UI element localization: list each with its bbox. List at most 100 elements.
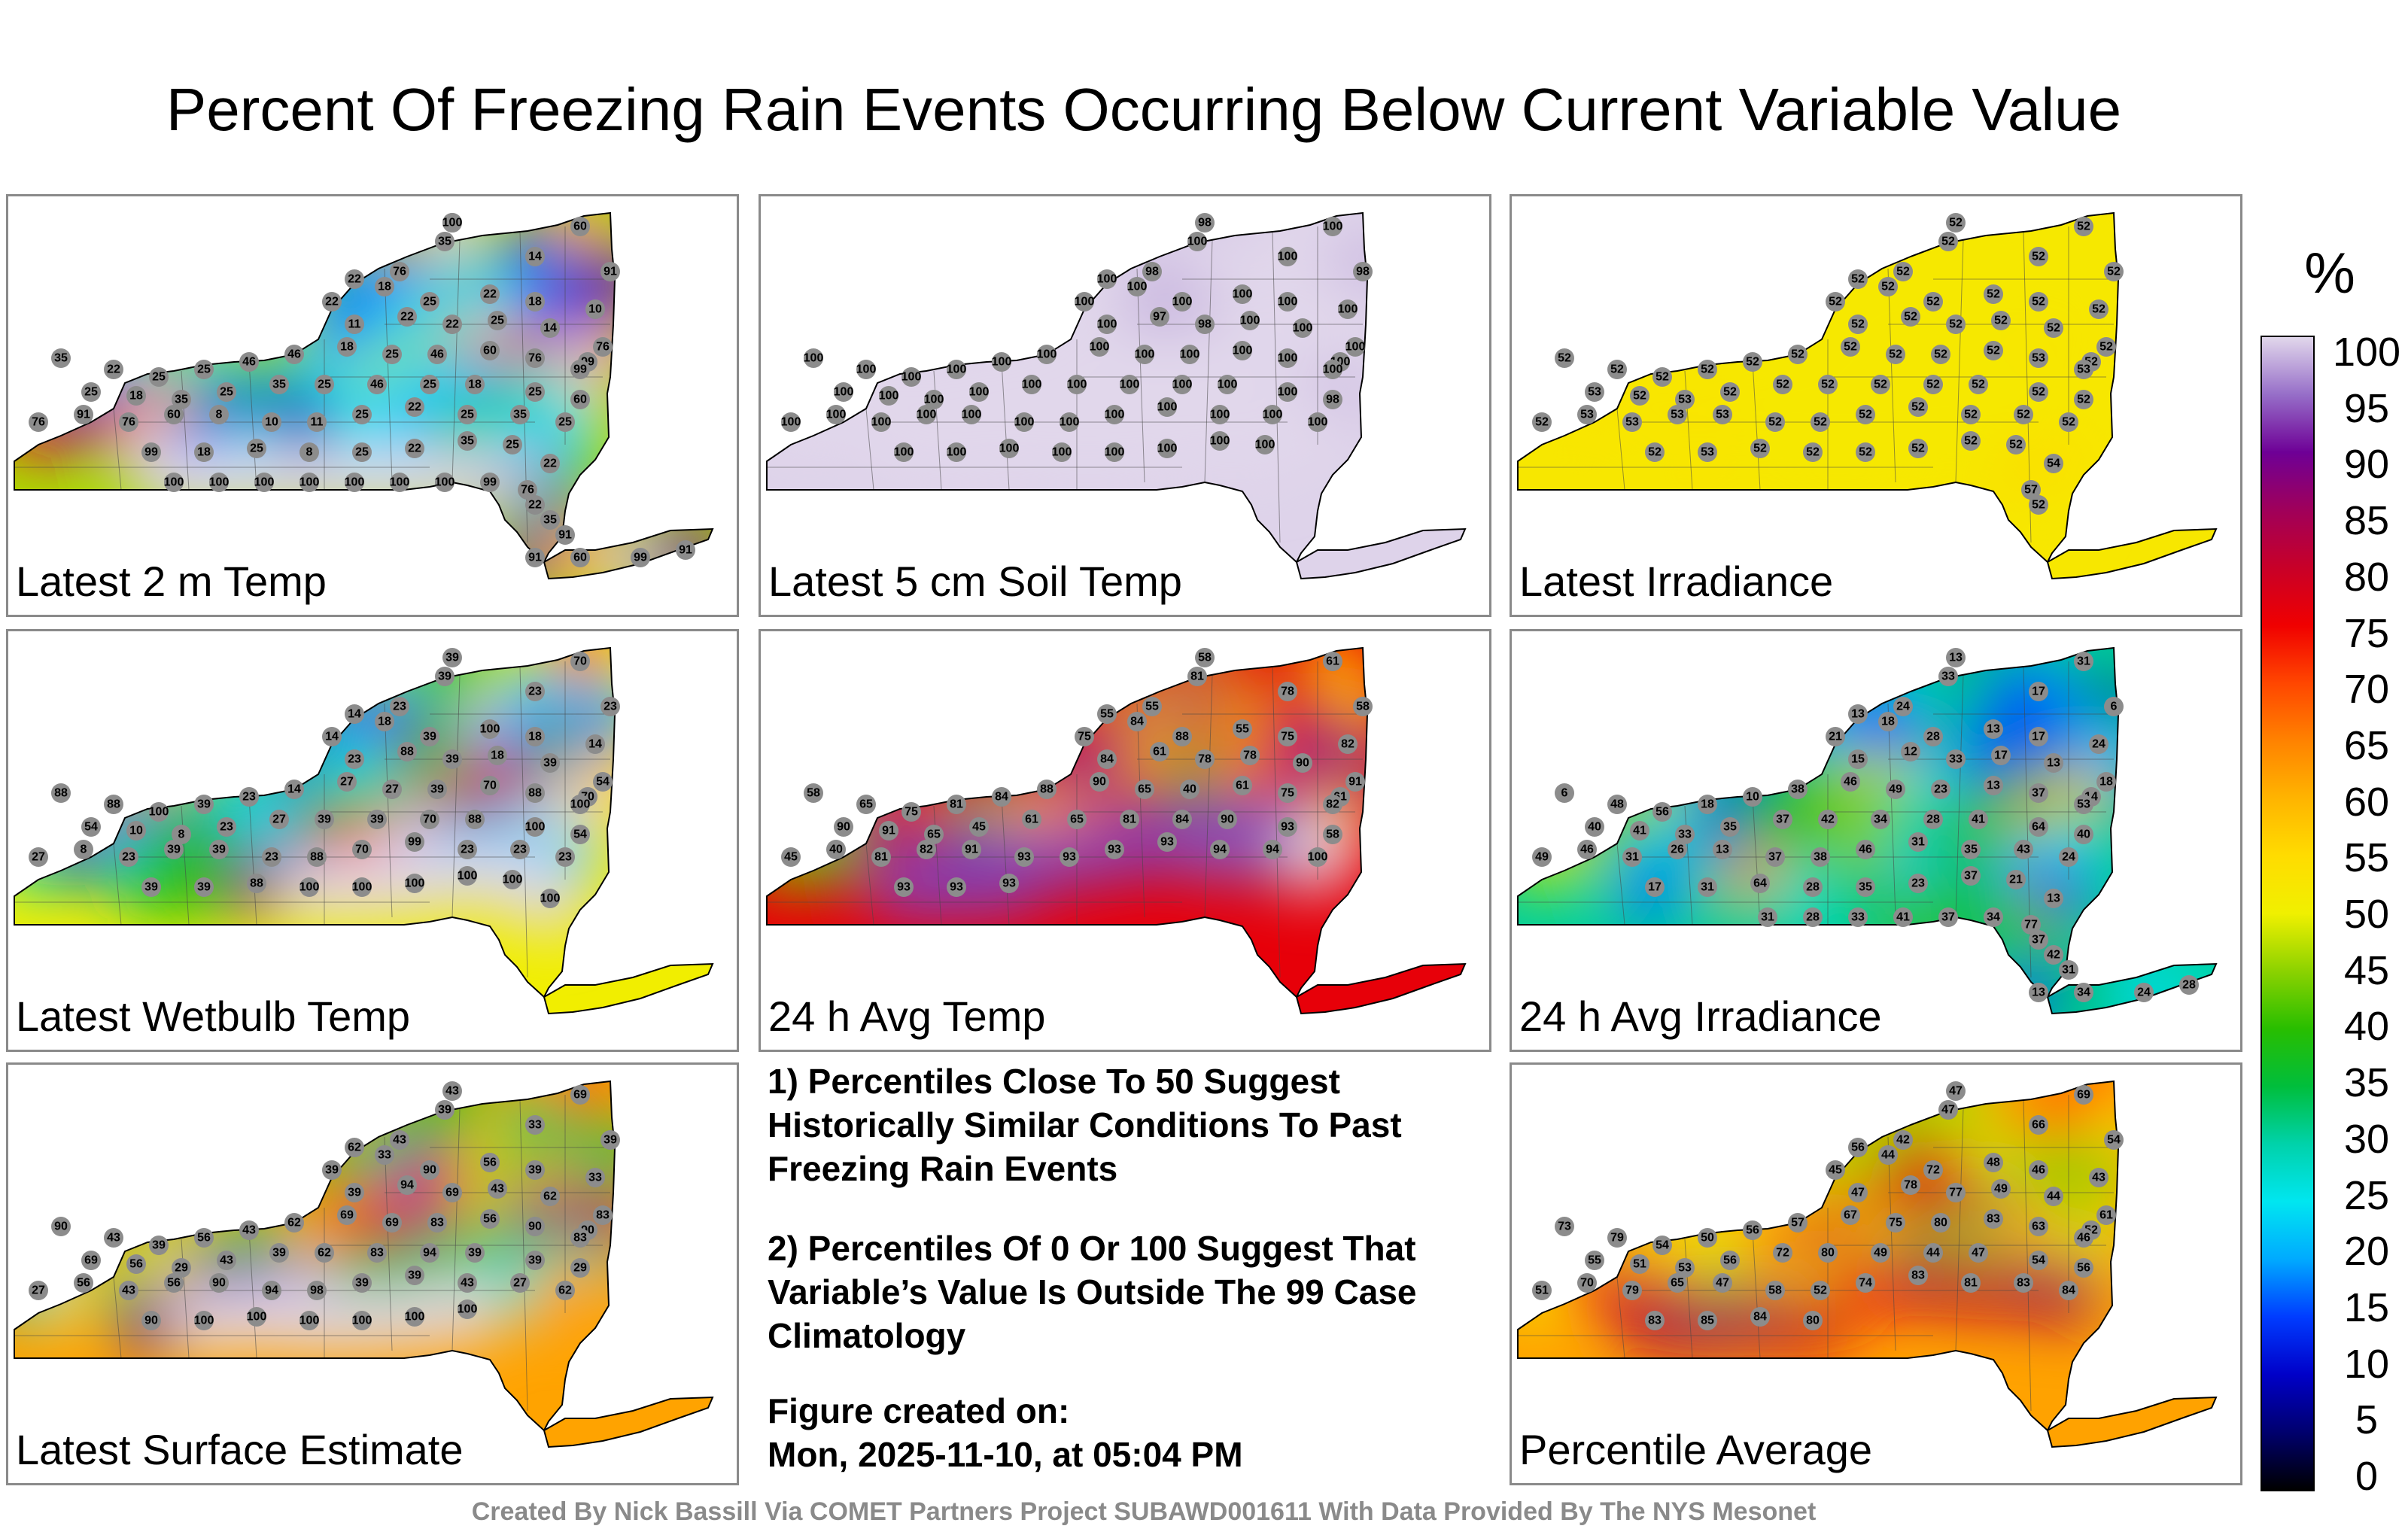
- station-value: 60: [573, 220, 587, 233]
- station-marker: 22: [405, 439, 424, 458]
- station-marker: 18: [337, 337, 357, 357]
- station-marker: 100: [1157, 439, 1177, 458]
- station-value: 33: [588, 1172, 602, 1184]
- figure-title: Percent Of Freezing Rain Events Occurrin…: [166, 76, 2122, 143]
- station-value: 35: [175, 394, 188, 406]
- station-marker: 93: [894, 877, 914, 897]
- station-marker: 91: [525, 548, 545, 567]
- station-marker: 28: [1803, 907, 1823, 927]
- panel-label: Latest Surface Estimate: [16, 1426, 464, 1473]
- station-marker: 52: [1946, 213, 1966, 233]
- station-marker: 39: [435, 1100, 455, 1120]
- station-marker: 35: [458, 431, 477, 451]
- station-value: 55: [1100, 708, 1114, 721]
- station-value: 52: [1821, 378, 1835, 391]
- station-value: 65: [1070, 813, 1084, 826]
- station-marker: 39: [525, 1251, 545, 1270]
- station-value: 52: [1655, 371, 1669, 384]
- note-1: 1) Percentiles Close To 50 Suggest Histo…: [768, 1062, 1402, 1188]
- station-value: 75: [1281, 731, 1294, 743]
- ny-state-map: 52 52 52 52 52 52 52 52 52 52 52 52 52 52 52 52 52 52 52 52…: [1517, 211, 2218, 580]
- station-value: 57: [1791, 1217, 1804, 1230]
- station-marker: 98: [1142, 262, 1162, 281]
- station-marker: 78: [1240, 746, 1260, 765]
- station-marker: 52: [2104, 262, 2124, 281]
- station-value: 100: [1308, 416, 1328, 429]
- station-value: 37: [2032, 934, 2045, 947]
- station-marker: 80: [1818, 1243, 1838, 1263]
- station-value: 13: [1716, 843, 1729, 856]
- station-marker: 78: [1278, 682, 1297, 701]
- station-marker: 56: [2074, 1258, 2093, 1278]
- station-marker: 25: [247, 439, 266, 458]
- station-marker: 76: [119, 412, 138, 432]
- station-value: 78: [1198, 753, 1212, 766]
- station-marker: 83: [427, 1213, 447, 1233]
- station-value: 47: [1949, 1085, 1963, 1098]
- station-value: 8: [216, 409, 223, 421]
- station-value: 54: [2032, 1254, 2045, 1267]
- station-marker: 23: [239, 787, 259, 807]
- station-value: 91: [679, 544, 692, 557]
- station-marker: 99: [570, 360, 590, 379]
- station-marker: 13: [1713, 840, 1732, 859]
- station-marker: 39: [315, 810, 334, 829]
- station-value: 43: [122, 1284, 135, 1297]
- station-marker: 53: [1577, 405, 1597, 424]
- station-value: 52: [1610, 363, 1624, 376]
- colorbar-tick: 55: [2343, 835, 2390, 881]
- station-value: 100: [405, 877, 425, 890]
- station-value: 39: [325, 1164, 339, 1177]
- station-marker: 70: [352, 840, 372, 859]
- station-value: 52: [2077, 220, 2090, 233]
- panel-label: Latest 5 cm Soil Temp: [768, 558, 1182, 605]
- station-value: 18: [468, 378, 482, 391]
- station-value: 65: [859, 798, 873, 811]
- station-marker: 54: [2044, 454, 2063, 473]
- station-marker: 100: [570, 795, 590, 814]
- station-value: 100: [1278, 296, 1298, 309]
- station-marker: 26: [1668, 840, 1687, 859]
- station-marker: 39: [194, 795, 214, 814]
- station-marker: 58: [1353, 697, 1373, 716]
- station-value: 53: [1678, 394, 1692, 406]
- station-marker: 100: [1278, 247, 1297, 266]
- station-marker: 18: [126, 386, 146, 406]
- station-value: 33: [528, 1119, 542, 1132]
- station-marker: 52: [1961, 431, 1981, 451]
- station-marker: 90: [525, 1217, 545, 1236]
- station-marker: 93: [1157, 832, 1177, 852]
- station-marker: 27: [382, 780, 402, 799]
- station-value: 55: [1588, 1254, 1601, 1267]
- percentile-field: [14, 648, 713, 1014]
- station-marker: 23: [1931, 780, 1950, 799]
- station-value: 25: [491, 315, 504, 327]
- station-value: 100: [947, 363, 967, 376]
- station-marker: 43: [239, 1220, 259, 1240]
- station-marker: 60: [164, 405, 184, 424]
- station-marker: 13: [1848, 704, 1868, 724]
- station-marker: 52: [1923, 375, 1943, 394]
- station-value: 38: [1791, 783, 1804, 796]
- station-marker: 60: [570, 548, 590, 567]
- station-marker: 46: [284, 345, 304, 364]
- station-value: 39: [438, 1104, 451, 1117]
- station-value: 42: [1896, 1134, 1910, 1147]
- station-marker: 39: [435, 667, 455, 686]
- station-value: 18: [378, 716, 391, 728]
- station-marker: 35: [510, 405, 530, 424]
- station-marker: 39: [427, 780, 447, 799]
- station-value: 52: [2032, 499, 2045, 512]
- percentile-field: [767, 648, 1465, 1014]
- station-marker: 88: [51, 783, 71, 803]
- map-panel: 2560351422769122182522181011222225147699…: [6, 194, 739, 617]
- station-marker: 70: [480, 776, 500, 795]
- station-value: 52: [1926, 378, 1940, 391]
- station-marker: 73: [1555, 1217, 1574, 1236]
- station-marker: 100: [969, 382, 989, 402]
- station-marker: 52: [2059, 412, 2078, 432]
- station-value: 25: [152, 371, 166, 384]
- station-marker: 8: [299, 442, 319, 462]
- station-marker: 100: [1323, 217, 1342, 236]
- station-marker: 52: [1878, 277, 1898, 296]
